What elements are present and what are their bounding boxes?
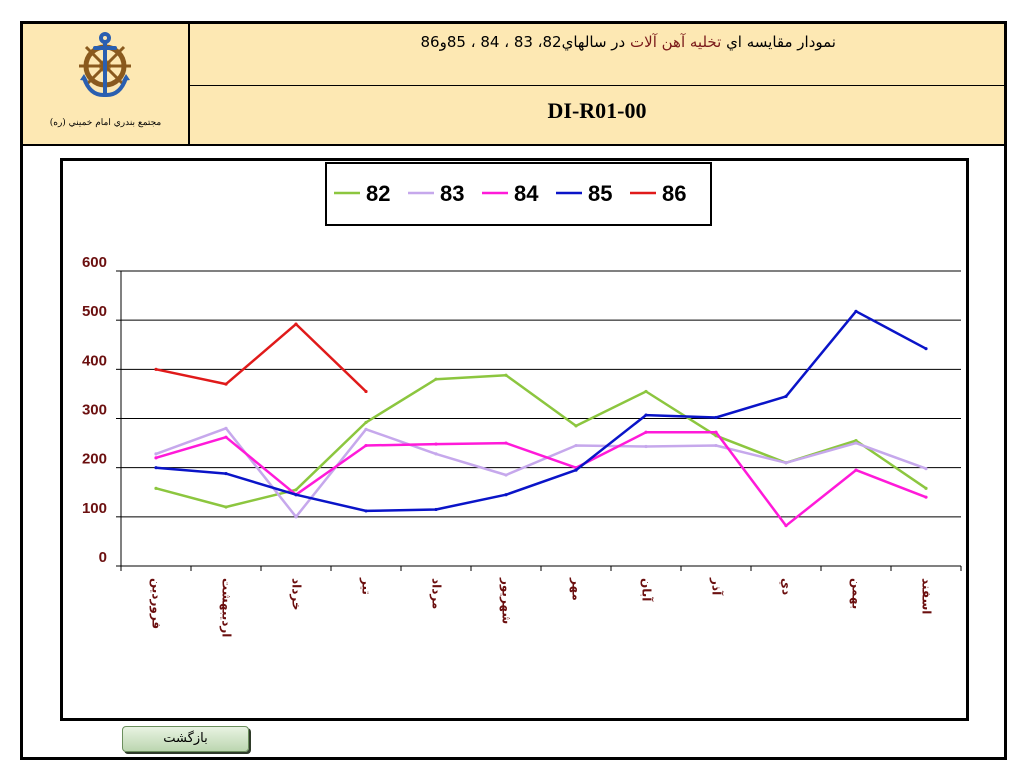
x-tick-label: بهمن bbox=[850, 578, 864, 609]
logo-cell: مجتمع بندري امام خميني (ره) bbox=[23, 24, 190, 144]
x-tick-label: مرداد bbox=[430, 578, 444, 609]
data-point-85 bbox=[224, 471, 228, 476]
data-point-85 bbox=[784, 394, 788, 398]
back-button[interactable]: بازگشت bbox=[122, 726, 249, 752]
data-point-82 bbox=[364, 420, 368, 425]
x-tick-label: ارديبهشت bbox=[220, 578, 234, 637]
title-highlight: تخليه آهن آلات bbox=[630, 33, 722, 51]
legend-label-83: 83 bbox=[440, 181, 464, 206]
y-tick-label: 100 bbox=[82, 500, 107, 517]
data-point-86 bbox=[154, 367, 158, 371]
org-name: مجتمع بندري امام خميني (ره) bbox=[49, 118, 162, 128]
x-tick-label: شهريور bbox=[499, 577, 514, 624]
y-tick-label: 500 bbox=[82, 303, 107, 320]
data-point-83 bbox=[154, 452, 158, 456]
series-line-83 bbox=[155, 427, 927, 519]
data-point-83 bbox=[294, 515, 298, 519]
data-point-82 bbox=[154, 486, 158, 490]
data-point-85 bbox=[924, 347, 928, 351]
legend-label-86: 86 bbox=[662, 181, 686, 206]
title-row: نمودار مقايسه اي تخليه آهن آلات در سالها… bbox=[190, 24, 1004, 86]
title-suffix: در سالهاي82، 83 ، 84 ، 85و86 bbox=[420, 33, 631, 51]
y-tick-label: 200 bbox=[82, 451, 107, 468]
data-point-83 bbox=[714, 443, 718, 448]
y-tick-label: 600 bbox=[82, 254, 107, 271]
x-tick-label: اسفند bbox=[920, 578, 934, 614]
x-tick-label: مهر bbox=[570, 577, 584, 601]
x-tick-label: خرداد bbox=[290, 578, 304, 611]
x-tick-label: فروردين bbox=[149, 578, 164, 629]
data-point-84 bbox=[924, 495, 928, 499]
anchor-wheel-logo-icon bbox=[79, 32, 131, 98]
header-banner: مجتمع بندري امام خميني (ره) نمودار مقايس… bbox=[23, 24, 1004, 146]
x-tick-label: آبان bbox=[640, 578, 655, 602]
data-point-83 bbox=[644, 444, 648, 449]
data-point-82 bbox=[924, 486, 928, 490]
data-point-85 bbox=[574, 468, 578, 472]
data-point-82 bbox=[854, 439, 858, 443]
data-point-86 bbox=[224, 382, 228, 386]
x-tick-label: دي bbox=[780, 578, 794, 595]
data-point-83 bbox=[784, 461, 788, 465]
data-point-85 bbox=[294, 493, 298, 497]
data-point-86 bbox=[364, 389, 368, 394]
y-tick-label: 400 bbox=[82, 352, 107, 369]
data-point-84 bbox=[224, 435, 228, 439]
data-point-82 bbox=[504, 373, 508, 377]
line-chart: 0 100 200 300 400 500 600 فروردين ارديبهشت خرداد ت… bbox=[82, 162, 962, 637]
page-title: نمودار مقايسه اي تخليه آهن آلات در سالها… bbox=[421, 33, 837, 51]
data-point-84 bbox=[644, 430, 648, 434]
y-tick-label: 300 bbox=[82, 402, 107, 419]
data-point-82 bbox=[224, 505, 228, 509]
title-prefix: نمودار مقايسه اي bbox=[721, 33, 836, 51]
x-tick-label: آذر bbox=[710, 577, 725, 596]
legend-label-82: 82 bbox=[366, 181, 390, 206]
data-point-84 bbox=[784, 524, 788, 528]
data-point-85 bbox=[434, 507, 438, 512]
data-point-83 bbox=[574, 443, 578, 448]
data-point-82 bbox=[294, 488, 298, 492]
legend-label-85: 85 bbox=[588, 181, 612, 206]
data-point-82 bbox=[644, 389, 648, 394]
doc-code-row: DI-R01-00 bbox=[190, 86, 1004, 144]
data-point-85 bbox=[504, 493, 508, 497]
chart-area: 0 100 200 300 400 500 600 فروردين ارديبهشت خرداد ت… bbox=[60, 158, 969, 721]
data-point-85 bbox=[644, 413, 648, 417]
data-point-84 bbox=[434, 442, 438, 446]
data-point-83 bbox=[434, 452, 438, 456]
data-point-84 bbox=[714, 430, 718, 434]
data-point-83 bbox=[854, 441, 858, 445]
data-point-85 bbox=[154, 466, 158, 470]
data-point-82 bbox=[434, 377, 438, 381]
slide-frame: مجتمع بندري امام خميني (ره) نمودار مقايس… bbox=[20, 21, 1007, 760]
series-line-86 bbox=[155, 322, 367, 393]
series-line-84 bbox=[155, 431, 927, 527]
data-point-85 bbox=[854, 309, 858, 313]
data-point-83 bbox=[224, 426, 228, 430]
doc-code: DI-R01-00 bbox=[547, 98, 647, 123]
legend-label-84: 84 bbox=[514, 181, 539, 206]
data-point-85 bbox=[364, 509, 368, 513]
data-point-83 bbox=[504, 473, 508, 477]
data-point-82 bbox=[574, 424, 578, 428]
data-point-84 bbox=[364, 443, 368, 448]
data-point-83 bbox=[924, 467, 928, 471]
data-point-86 bbox=[294, 322, 298, 326]
data-point-84 bbox=[854, 468, 858, 472]
y-tick-label: 0 bbox=[99, 549, 107, 566]
data-point-84 bbox=[504, 441, 508, 445]
data-point-84 bbox=[154, 456, 158, 460]
x-tick-label: تير bbox=[360, 577, 374, 595]
data-point-85 bbox=[714, 415, 718, 420]
data-point-83 bbox=[364, 427, 368, 431]
series-line-85 bbox=[155, 310, 927, 513]
